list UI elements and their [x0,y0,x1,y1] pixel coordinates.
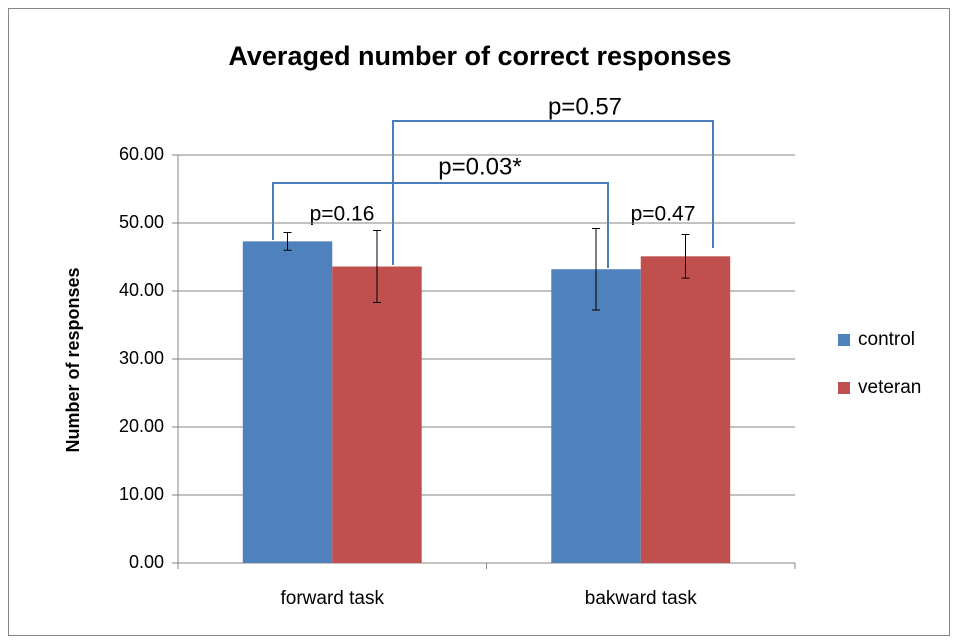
legend-label: veteran [858,377,921,398]
bar [551,269,641,563]
legend-label: control [858,329,915,350]
bar [242,241,333,564]
error-bar [681,234,690,279]
legend-swatch [838,382,850,394]
y-tick-label: 10.00 [119,484,164,504]
bracket [272,182,609,268]
y-tick-label: 40.00 [119,280,164,300]
chart-title: Averaged number of correct responses [228,41,731,71]
x-tick-label: bakward task [585,588,697,609]
annotation: p=0.03* [438,153,521,180]
error-bar [283,232,292,251]
error-bar [372,229,381,304]
annotation: p=0.47 [631,203,696,226]
y-tick-label: 50.00 [119,212,164,232]
y-tick-label: 0.00 [129,552,164,572]
y-tick-label: 60.00 [119,144,164,164]
bracket [392,120,714,265]
annotation: p=0.57 [548,93,622,120]
chart-border [8,8,950,636]
bar [332,266,422,563]
y-tick-label: 20.00 [119,416,164,436]
bar [640,256,731,563]
error-bar [592,227,601,311]
annotation: p=0.16 [310,203,375,226]
legend-swatch [838,334,850,346]
y-axis-label: Number of responses [63,267,83,452]
x-tick-label: forward task [281,588,385,609]
y-tick-label: 30.00 [119,348,164,368]
